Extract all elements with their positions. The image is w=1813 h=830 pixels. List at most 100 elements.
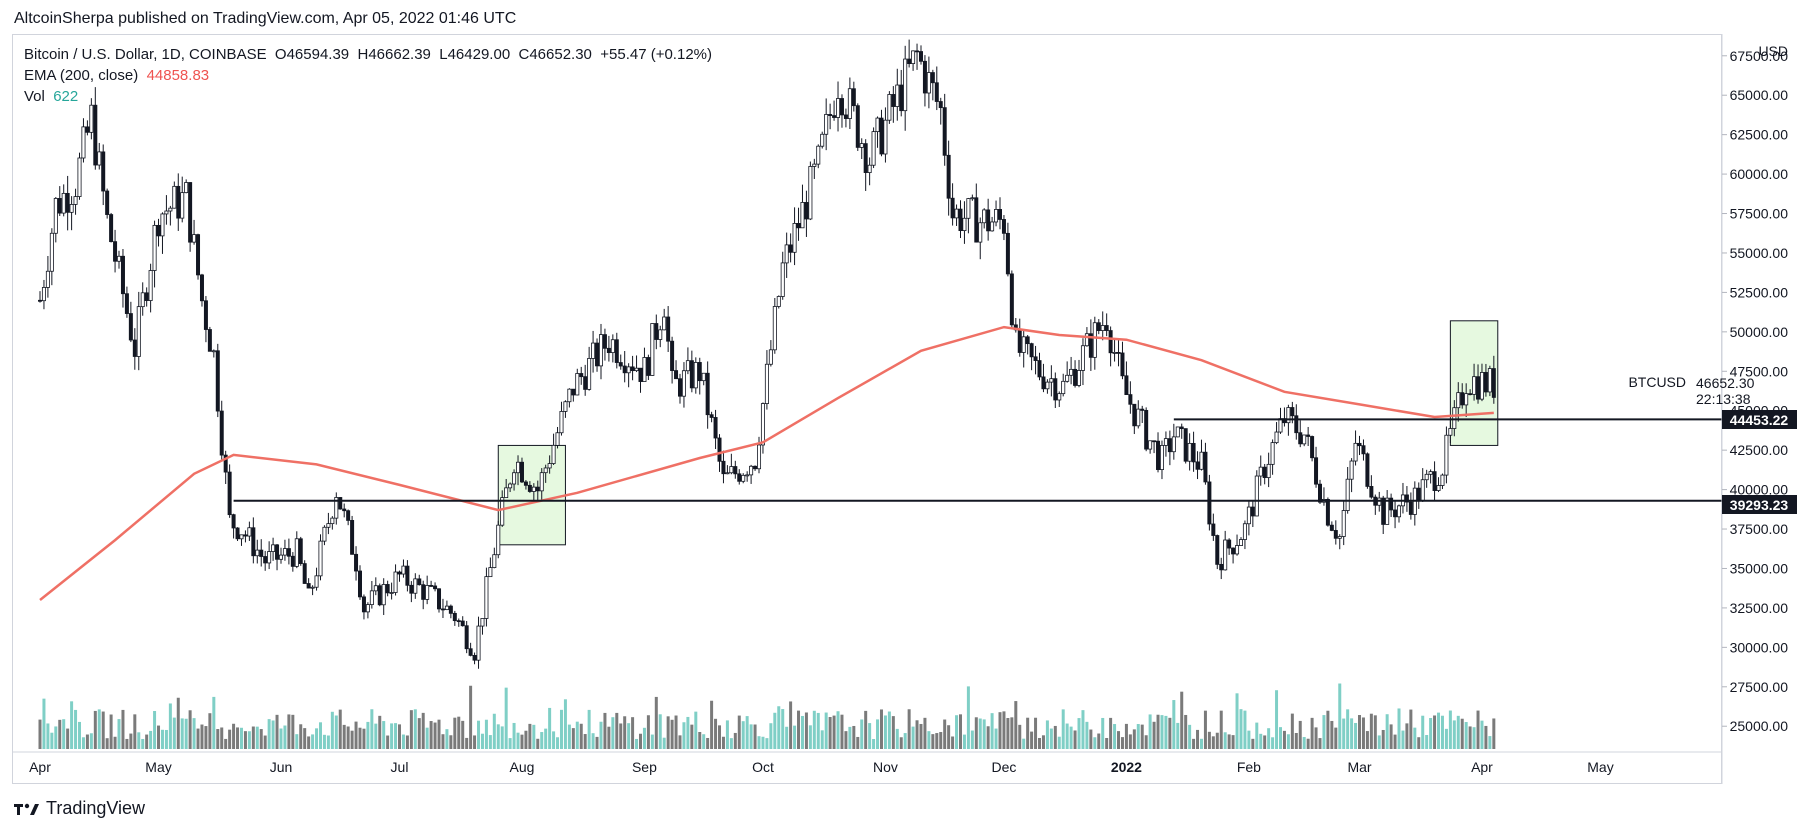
candle-body <box>81 126 86 159</box>
volume-bar <box>808 725 812 749</box>
candle-body <box>946 154 951 199</box>
volume-bar <box>1263 735 1267 749</box>
candle-body <box>180 192 185 219</box>
candle-body <box>314 575 319 588</box>
volume-bar <box>1358 715 1362 749</box>
volume-bar <box>38 719 42 749</box>
candle-body <box>65 192 70 213</box>
volume-bar <box>473 735 477 749</box>
volume-bar <box>141 738 145 749</box>
volume-bar <box>97 709 101 749</box>
candle-body <box>1231 547 1236 555</box>
volume-bar <box>1377 735 1381 749</box>
volume-bar <box>243 731 247 749</box>
candle-body <box>745 474 750 477</box>
volume-bar <box>1164 715 1168 749</box>
candle-body <box>693 362 698 389</box>
volume-bar <box>239 727 243 749</box>
candle-body <box>938 101 943 109</box>
candle-body <box>93 104 98 166</box>
candle-body <box>1132 403 1137 427</box>
candle-body <box>555 432 560 446</box>
candle-body <box>417 578 422 586</box>
volume-bar <box>145 734 149 749</box>
vol-row[interactable]: Vol 622 <box>24 86 712 107</box>
candle-body <box>472 655 477 661</box>
volume-bar <box>1271 737 1275 749</box>
candle-body <box>567 388 572 403</box>
candle-body <box>160 213 165 237</box>
volume-bar <box>832 715 836 749</box>
volume-bar <box>856 736 860 749</box>
volume-bar <box>1413 727 1417 749</box>
volume-bar <box>1492 718 1496 749</box>
candle-body <box>598 334 603 367</box>
volume-bar <box>1223 732 1227 749</box>
candle-body <box>1278 418 1283 433</box>
volume-bar <box>1172 700 1176 749</box>
candle-body <box>377 585 382 606</box>
volume-bar <box>650 734 654 749</box>
candle-body <box>278 554 283 560</box>
candle-body <box>1156 440 1161 470</box>
candle-body <box>654 323 659 340</box>
candle-body <box>140 292 145 308</box>
candle-body <box>1191 442 1196 463</box>
candle-body <box>571 388 576 396</box>
volume-bar <box>1081 710 1085 749</box>
candle-body <box>334 497 339 519</box>
volume-bar <box>575 721 579 749</box>
candle-body <box>1069 368 1074 376</box>
candle-body <box>310 586 315 589</box>
candle-body <box>666 316 671 342</box>
symbol-row[interactable]: Bitcoin / U.S. Dollar, 1D, COINBASE O465… <box>24 44 712 65</box>
candle-body <box>1416 487 1421 502</box>
volume-bar <box>1354 722 1358 749</box>
candle-body <box>1242 523 1247 540</box>
volume-bar <box>1196 729 1200 749</box>
volume-bar <box>682 722 686 749</box>
ema-row[interactable]: EMA (200, close) 44858.83 <box>24 65 712 86</box>
volume-bar <box>409 710 413 749</box>
volume-bar <box>1192 738 1196 749</box>
candle-body <box>519 461 524 483</box>
volume-bar <box>567 724 571 749</box>
candle-body <box>1041 376 1046 390</box>
volume-bar <box>1030 731 1034 749</box>
candle-body <box>1385 497 1390 525</box>
candle-body <box>1080 345 1085 371</box>
price-tick-label: 27500.00 <box>1730 679 1789 695</box>
volume-bar <box>251 726 255 749</box>
volume-bar <box>445 729 449 749</box>
volume-bar <box>236 727 240 749</box>
candle-body <box>824 114 829 135</box>
price-tick-label: 62500.00 <box>1730 127 1789 143</box>
footer-brand[interactable]: TradingView <box>14 798 145 819</box>
volume-bar <box>662 737 666 749</box>
volume-bar <box>1227 734 1231 749</box>
time-tick-label: Jun <box>270 759 293 775</box>
time-tick-label: Oct <box>752 759 774 775</box>
candle-body <box>974 197 979 243</box>
candle-body <box>1365 453 1370 487</box>
candle-body <box>302 563 307 584</box>
price-tick-label: 50000.00 <box>1730 324 1789 340</box>
candle-body <box>1436 485 1441 491</box>
candle-body <box>638 367 643 382</box>
volume-bar <box>457 716 461 749</box>
candle-body <box>1005 232 1010 275</box>
candle-body <box>1246 506 1251 525</box>
candle-body <box>361 596 366 613</box>
volume-bar <box>1093 737 1097 749</box>
candle-body <box>962 217 967 232</box>
candle-body <box>413 578 418 594</box>
time-tick-label: Apr <box>29 759 51 775</box>
candle-body <box>875 117 880 133</box>
volume-bar <box>1057 736 1061 749</box>
volume-bar <box>899 737 903 749</box>
time-tick-label: May <box>145 759 171 775</box>
candle-body <box>1460 392 1465 406</box>
candle-body <box>1077 370 1082 386</box>
volume-bar <box>765 738 769 749</box>
